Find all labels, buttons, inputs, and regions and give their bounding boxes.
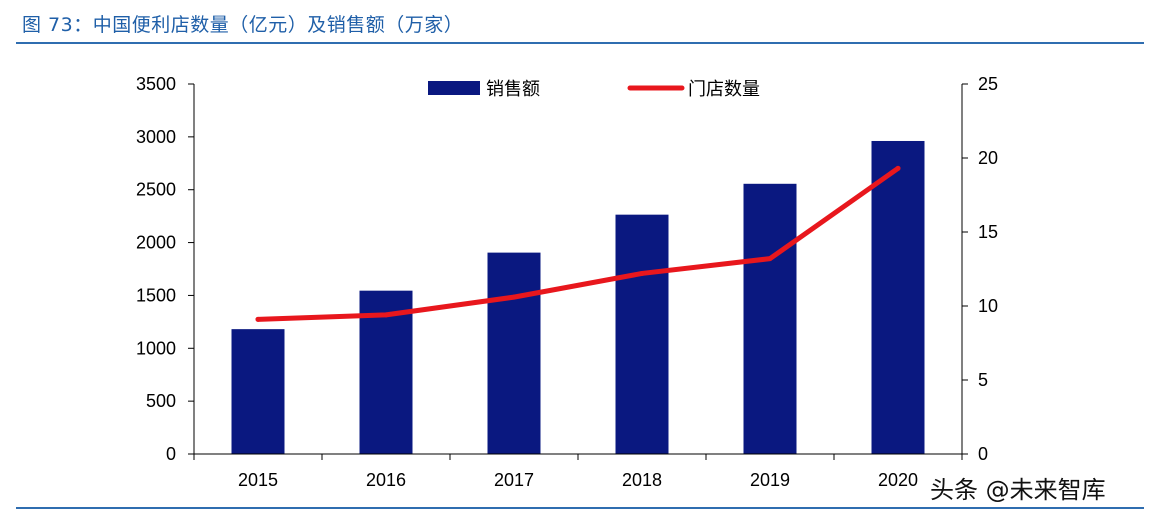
x-tick-label: 2016 (366, 470, 406, 490)
bar-2019 (743, 183, 797, 454)
right-tick-label: 0 (978, 444, 988, 464)
chart-legend: 销售额 门店数量 (428, 79, 760, 100)
legend-label-line: 门店数量 (688, 79, 760, 100)
left-tick-label: 0 (166, 444, 176, 464)
right-tick-label: 5 (978, 370, 988, 390)
left-tick-label: 3000 (136, 127, 176, 147)
left-tick-label: 500 (146, 391, 176, 411)
x-tick-label: 2017 (494, 470, 534, 490)
left-tick-label: 3500 (136, 74, 176, 94)
legend-label-bar: 销售额 (486, 79, 540, 100)
right-tick-label: 20 (978, 148, 998, 168)
x-tick-label: 2018 (622, 470, 662, 490)
bar-2015 (231, 329, 285, 454)
right-tick-label: 10 (978, 296, 998, 316)
right-tick-label: 25 (978, 74, 998, 94)
x-tick-label: 2020 (878, 470, 918, 490)
line-point-2017 (511, 294, 517, 300)
line-point-2015 (255, 316, 261, 322)
line-series (255, 165, 901, 322)
left-tick-label: 2500 (136, 180, 176, 200)
line-point-2019 (767, 256, 773, 262)
bar-series (231, 140, 925, 455)
legend-swatch-bar (428, 81, 480, 95)
left-tick-label: 1000 (136, 338, 176, 358)
bar-2020 (871, 140, 925, 455)
line-series-path (255, 165, 901, 322)
line-point-2018 (639, 270, 645, 276)
left-tick-label: 2000 (136, 233, 176, 253)
line-point-2016 (383, 312, 389, 318)
watermark: 头条 @未来智库 (930, 476, 1106, 504)
line-point-2020 (895, 165, 901, 171)
x-tick-label: 2015 (238, 470, 278, 490)
footer-divider (16, 507, 1144, 509)
bar-2018 (615, 214, 669, 454)
chart-axes: 0 500 1000 1500 2000 2500 3000 3500 0 5 10 15 20 25 20… (136, 74, 998, 490)
bar-2017 (487, 252, 541, 454)
x-tick-label: 2019 (750, 470, 790, 490)
left-tick-label: 1500 (136, 285, 176, 305)
right-tick-label: 15 (978, 222, 998, 242)
title-divider (16, 42, 1144, 44)
figure-title: 图 73：中国便利店数量（亿元）及销售额（万家） (22, 14, 464, 36)
